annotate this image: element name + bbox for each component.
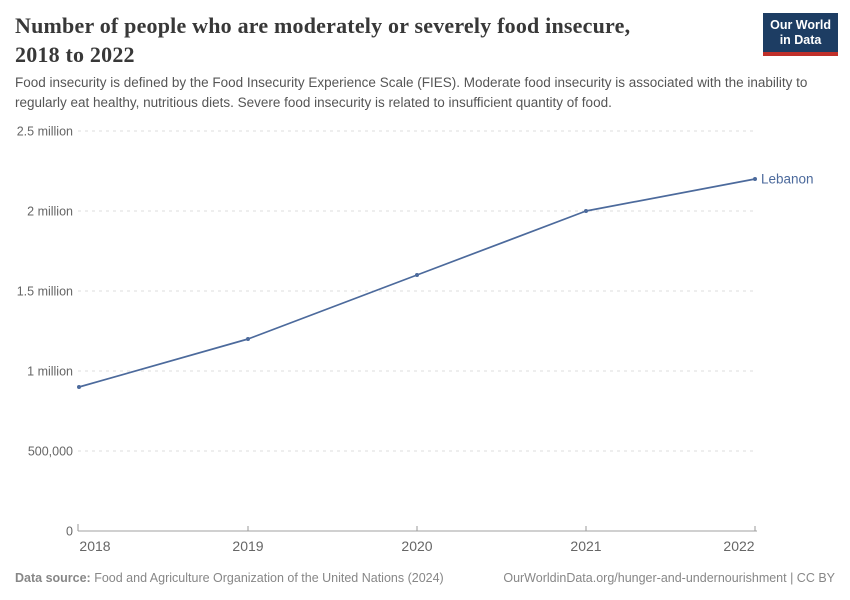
chart-title: Number of people who are moderately or s… [15,11,630,69]
owid-logo-text-line1: Our World [770,18,831,32]
y-tick-label: 1 million [27,365,73,379]
x-tick-label: 2019 [232,538,263,554]
data-point-2018[interactable] [77,385,81,389]
lebanon-line-series[interactable] [78,178,756,388]
x-tick-label: 2018 [79,538,110,554]
x-tick-label: 2021 [570,538,601,554]
owid-url-license[interactable]: OurWorldinData.org/hunger-and-undernouri… [503,571,835,585]
data-source-label: Data source: [15,571,91,585]
chart-title-line-1: Number of people who are moderately or s… [15,13,631,38]
data-point-2020[interactable] [415,273,419,277]
y-tick-label: 0 [66,525,73,539]
owid-logo-text-line2: in Data [779,33,822,47]
owid-logo[interactable]: Our World in Data [763,13,838,56]
chart-subtitle: Food insecurity is defined by the Food I… [15,75,808,110]
chart-title-line-2: 2018 to 2022 [15,42,135,67]
data-source-text: Food and Agriculture Organization of the… [90,571,444,585]
y-tick-label: 1.5 million [17,285,73,299]
y-tick-label: 500,000 [28,445,73,459]
y-tick-label: 2 million [27,205,73,219]
x-tick-label: 2022 [723,538,754,554]
series-end-label-lebanon[interactable]: Lebanon [761,172,814,187]
y-tick-label: 2.5 million [17,125,73,139]
x-tick-label: 2020 [401,538,432,554]
data-point-2022[interactable] [753,177,757,181]
data-point-2021[interactable] [584,209,588,213]
data-source-note: Data source: Food and Agriculture Organi… [15,570,444,586]
data-point-2019[interactable] [246,337,250,341]
chart-footer: Data source: Food and Agriculture Organi… [15,570,835,586]
